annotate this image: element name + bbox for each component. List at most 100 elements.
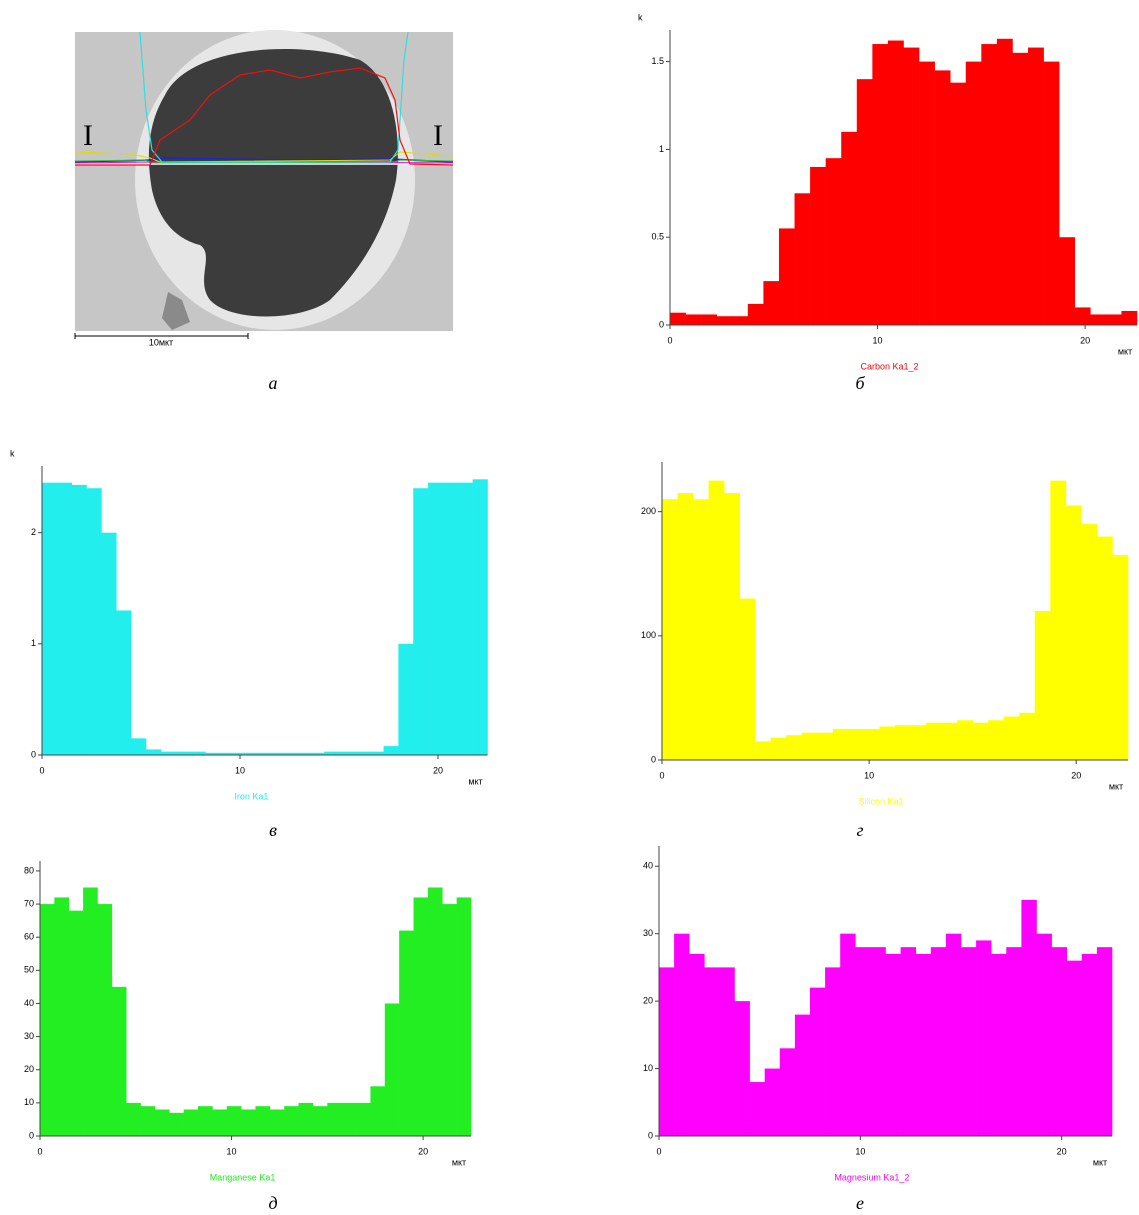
bar — [427, 887, 443, 1136]
bar — [689, 953, 705, 1136]
y-tick-label: 0 — [651, 754, 656, 764]
caption: г — [856, 820, 863, 840]
bar — [413, 488, 429, 755]
chart: 0 10 20 30 40 0 10 20 мкт Magnesium Ka1_2 е — [643, 846, 1113, 1213]
y-tick-label: 80 — [24, 865, 34, 875]
y-tick-label: 0 — [29, 1130, 34, 1140]
bar — [249, 752, 266, 755]
bar — [915, 953, 932, 1136]
bar — [71, 484, 87, 755]
legend-label: Magnesium Ka1_2 — [834, 1172, 909, 1182]
bar — [1043, 61, 1060, 325]
x-tick-label: 0 — [659, 770, 664, 780]
bar — [961, 947, 977, 1136]
bar — [972, 722, 989, 760]
bar — [226, 1106, 242, 1136]
y-tick-label: 1 — [659, 144, 664, 154]
bar — [56, 482, 72, 755]
bar — [83, 887, 98, 1136]
x-tick-label: 0 — [39, 765, 44, 775]
bar — [719, 967, 735, 1136]
y-tick-label: 10 — [24, 1097, 34, 1107]
bar — [996, 38, 1013, 326]
bar — [1090, 314, 1107, 325]
bar — [801, 732, 818, 760]
legend-label: Silicon Ka1 — [859, 796, 904, 806]
bar — [220, 752, 236, 755]
bar — [1096, 947, 1113, 1136]
bar — [1105, 314, 1122, 325]
y-tick-label: 1.5 — [651, 56, 664, 66]
bar — [988, 720, 1005, 760]
bar — [957, 720, 973, 760]
y-tick-label: 40 — [24, 998, 34, 1008]
bar — [160, 751, 176, 755]
y-tick-label: 0.5 — [651, 232, 664, 242]
bar — [887, 40, 904, 326]
bar — [353, 751, 369, 755]
chart: 0 0.5 1 1.5 0 10 20 k мкт Carbon Ka1_2 б — [638, 12, 1138, 393]
bar — [919, 61, 935, 325]
bar — [900, 947, 916, 1136]
bar — [255, 1106, 271, 1136]
bar — [693, 499, 709, 760]
bar — [1051, 947, 1067, 1136]
x-tick-label: 20 — [418, 1146, 428, 1156]
bar — [817, 732, 834, 760]
bar — [370, 1086, 386, 1136]
legend-label: Iron Ka1 — [234, 791, 268, 801]
caption: б — [855, 373, 865, 393]
bar — [399, 930, 414, 1136]
bar — [747, 303, 764, 325]
bar — [724, 493, 740, 760]
bar — [856, 79, 873, 326]
caption: д — [268, 1193, 277, 1213]
bar — [384, 1003, 400, 1136]
bar — [97, 904, 113, 1136]
bar — [1066, 960, 1083, 1136]
bar — [190, 751, 206, 755]
bar — [1096, 536, 1113, 760]
bar — [848, 728, 865, 760]
bar — [734, 1001, 750, 1136]
chart: 0 100 200 0 10 20 мкт Silicon Ka1 г — [641, 462, 1129, 840]
bar — [264, 752, 280, 755]
bar — [279, 752, 295, 755]
bar — [825, 158, 842, 325]
bar — [235, 752, 251, 755]
x-tick-label: 10 — [227, 1146, 237, 1156]
bar — [413, 897, 429, 1136]
x-tick-label: 10 — [855, 1146, 865, 1156]
bar — [1012, 52, 1029, 325]
y-tick-label: 30 — [24, 1031, 34, 1041]
x-axis-label: мкт — [452, 1157, 466, 1167]
bar — [794, 193, 811, 325]
bar — [40, 904, 55, 1136]
bar — [428, 482, 444, 755]
bar — [1121, 310, 1138, 325]
bar — [298, 1102, 314, 1136]
bar — [1050, 480, 1067, 760]
x-tick-label: 0 — [656, 1146, 661, 1156]
bar — [1019, 712, 1036, 760]
bar — [716, 316, 733, 325]
bar — [356, 1102, 371, 1136]
bar — [383, 746, 399, 755]
bar — [810, 166, 826, 325]
scale-label: 10мкт — [149, 337, 173, 347]
bar — [950, 82, 967, 325]
bar — [685, 314, 702, 325]
bar — [339, 751, 355, 755]
bar — [810, 987, 826, 1136]
bar — [140, 1106, 156, 1136]
caption: в — [269, 820, 277, 840]
bar — [910, 725, 927, 760]
bar — [294, 752, 310, 755]
bar — [368, 751, 384, 755]
bar — [472, 479, 488, 755]
bar — [284, 1106, 299, 1136]
bar — [926, 722, 942, 760]
y-tick-label: 20 — [643, 995, 653, 1005]
x-axis-label: мкт — [1093, 1157, 1107, 1167]
